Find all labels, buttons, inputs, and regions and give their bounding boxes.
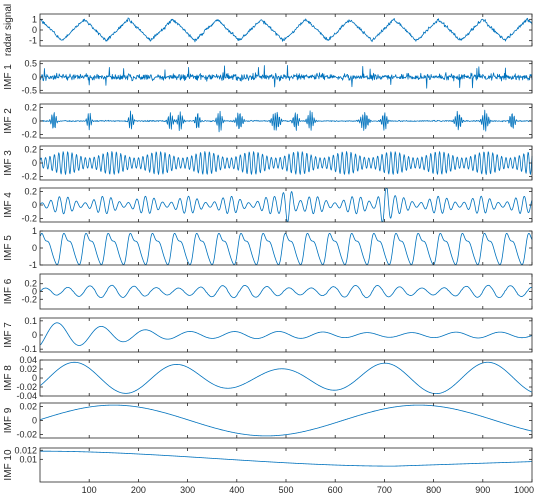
ytick-label: 1 [32,226,37,236]
xtick-label: 600 [328,485,343,495]
ytick-label: -0.5 [21,85,37,95]
series-line-7 [40,322,533,346]
ytick-label: -0.2 [21,172,37,182]
ytick-label: 0 [32,287,37,297]
ytick-label: 0.2 [24,186,37,196]
ytick-label: 0.1 [24,316,37,326]
ytick-label: -1 [29,260,37,270]
ytick-label: 0 [32,373,37,383]
ytick-label: -0.02 [16,430,37,440]
ylabel: IMF 10 [3,449,14,481]
xtick-label: 900 [475,485,490,495]
series-line-0 [40,17,533,43]
ylabel: IMF 5 [3,235,14,261]
ytick-label: 0 [32,243,37,253]
xtick-label: 300 [180,485,195,495]
ylabel: IMF 3 [3,150,14,176]
axes-frame-4 [39,187,533,223]
xtick-label: 200 [131,485,146,495]
ytick-label: 0.02 [19,364,37,374]
ytick-label: -0.2 [21,214,37,224]
panel-2: -0.2 0 0.2 IMF 2 [3,102,533,140]
ytick-label: 0.02 [19,402,37,412]
ytick-label: -0.2 [21,294,37,304]
ytick-label: 1 [32,14,37,24]
series-line-10 [40,450,533,467]
ytick-label: -0.2 [21,130,37,140]
panel-5: -1 0 1 IMF 5 [3,226,533,270]
ytick-label: -0.04 [16,391,37,401]
ylabel: IMF 8 [3,365,14,391]
ytick-label: -0.1 [21,344,37,354]
ytick-label: 0 [32,330,37,340]
ytick-label: -0.02 [16,382,37,392]
xtick-label: 700 [377,485,392,495]
axes-frame-0 [39,13,533,47]
ytick-label: 0.2 [24,102,37,112]
panel-7: -0.1 0 0.1 IMF 7 [3,316,533,354]
ytick-label: 0.01 [19,454,37,464]
axes-frame-8 [39,359,533,397]
ytick-label: 0 [32,416,37,426]
series-line-2 [40,109,533,133]
xtick-label: 1000 [514,485,534,495]
ylabel: IMF 7 [3,322,14,348]
ylabel: IMF 4 [3,192,14,218]
series-line-6 [40,284,533,299]
ytick-label: 0.04 [19,355,37,365]
series-line-1 [40,64,533,89]
ytick-label: 0 [32,158,37,168]
panel-0: -101 radar signal [3,4,533,56]
ytick-label: 0.012 [14,445,37,455]
panel-6: -0.200.2 IMF 6 [3,273,533,310]
ylabel: IMF 9 [3,407,14,433]
panel-1: -0.5 0 0.5 IMF 1 [3,59,533,95]
ylabel: IMF 1 [3,64,14,90]
series-line-3 [40,151,533,175]
ylabel: IMF 2 [3,108,14,134]
xtick-label: 100 [82,485,97,495]
ytick-label: 0 [32,25,37,35]
xtick-label: 500 [278,485,293,495]
ytick-label: 0.2 [24,279,37,289]
series-line-9 [40,404,533,437]
ytick-label: 0 [32,200,37,210]
ytick-label: 0.5 [24,59,37,69]
axes-frame-6 [39,273,533,310]
series-line-8 [40,361,533,395]
axes-frame-5 [39,230,533,266]
axes-frame-9 [39,402,533,439]
ylabel: radar signal [3,4,14,56]
series-line-5 [40,232,533,265]
series-line-4 [40,188,533,222]
ytick-label: 0 [32,116,37,126]
ylabel: IMF 6 [3,278,14,304]
axes-frame-7 [39,317,533,353]
panel-9: -0.02 0 0.02 IMF 9 [3,402,533,440]
panel-3: -0.2 0 0.2 IMF 3 [3,144,533,182]
ytick-label: 0 [32,72,37,82]
xtick-label: 400 [229,485,244,495]
panel-4: -0.2 0 0.2 IMF 4 [3,186,533,224]
ytick-label: -1 [29,36,37,46]
ytick-label: 0.2 [24,144,37,154]
xtick-label: 800 [426,485,441,495]
